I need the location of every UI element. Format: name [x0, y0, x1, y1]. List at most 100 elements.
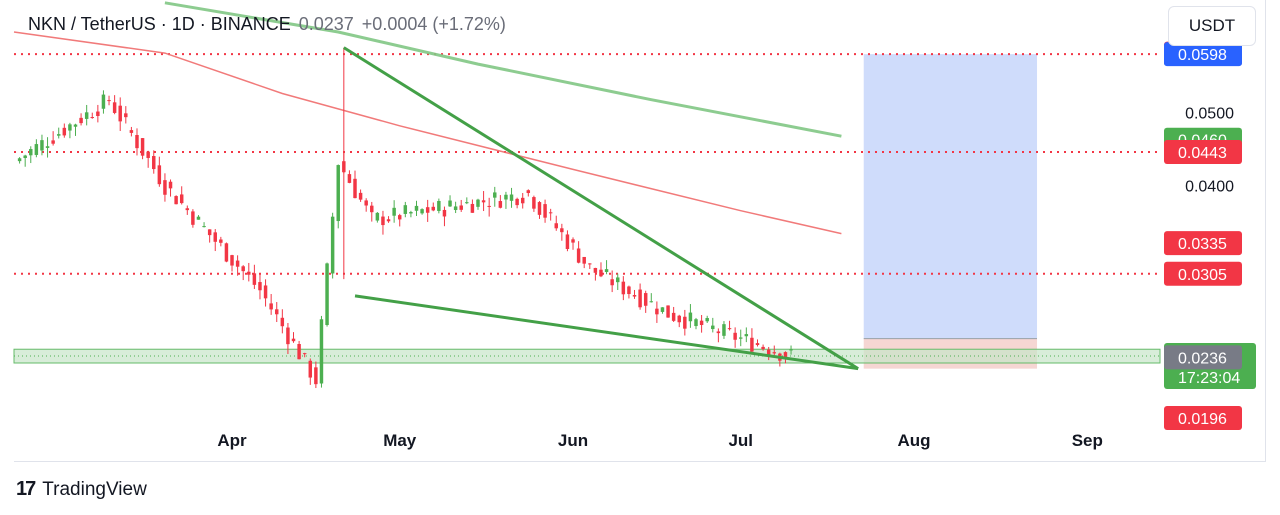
candle-body: [744, 334, 749, 337]
candle-body: [45, 146, 50, 148]
candle-body: [621, 281, 626, 295]
candle-body: [526, 190, 531, 194]
candle-body: [336, 165, 340, 222]
candle-body: [509, 194, 514, 201]
candle-body: [34, 144, 39, 155]
candle-body: [235, 260, 240, 267]
target-zone[interactable]: [863, 54, 1038, 339]
candle-body: [610, 279, 614, 286]
candle-body: [565, 234, 570, 250]
candle-body: [124, 113, 128, 118]
price-label-4: 0.0335: [1164, 231, 1242, 256]
candle-body: [448, 200, 452, 207]
candle-body: [722, 324, 726, 336]
candle-body: [207, 229, 212, 236]
price-label-value: 0.0236: [1178, 350, 1227, 367]
candles: [17, 47, 793, 389]
candle-body: [582, 256, 586, 264]
candle-body: [677, 315, 681, 323]
candle-body: [688, 312, 693, 322]
candle-body: [465, 202, 469, 204]
candle-body: [699, 320, 704, 326]
candle-body: [112, 102, 117, 113]
candle-body: [711, 325, 715, 330]
candle-body: [252, 273, 257, 285]
candle-body: [381, 216, 385, 226]
last-price: 0.0237: [298, 14, 354, 34]
wedge-trendline-1: [354, 294, 859, 371]
symbol-title[interactable]: NKN / TetherUS · 1D · BINANCE: [28, 14, 291, 34]
candle-body: [420, 209, 424, 214]
candle-body: [783, 352, 788, 358]
candle-body: [157, 165, 162, 185]
candle-body: [627, 286, 631, 295]
x-tick-may: May: [383, 431, 417, 450]
candle-body: [68, 124, 72, 131]
price-label-value: 0.0443: [1178, 145, 1227, 162]
candle-body: [481, 200, 486, 203]
price-labels: 0.05990.05980.04600.04430.03350.03050.02…: [1164, 41, 1256, 430]
candle-body: [666, 305, 670, 318]
price-label-value: 0.0196: [1178, 411, 1227, 428]
x-tick-jun: Jun: [558, 431, 588, 450]
candle-body: [241, 266, 245, 272]
candle-body: [23, 155, 27, 159]
candle-body: [347, 174, 352, 183]
candle-body: [62, 127, 67, 136]
price-label-bg: [1164, 261, 1242, 286]
candle-body: [588, 263, 592, 265]
countdown-timer: 17:23:04: [1178, 370, 1240, 387]
candle-body: [616, 277, 620, 283]
candle-body: [275, 309, 279, 315]
candle-body: [655, 308, 659, 315]
candle-body: [17, 158, 22, 162]
brand-name[interactable]: TradingView: [42, 478, 147, 500]
candle-body: [386, 219, 391, 222]
candle-body: [140, 138, 145, 156]
candle-body: [431, 206, 436, 211]
candle-body: [330, 216, 335, 274]
candle-body: [716, 331, 721, 334]
candle-body: [649, 301, 654, 303]
candle-body: [146, 151, 150, 158]
price-label-bg: [1164, 42, 1242, 67]
candle-body: [230, 255, 234, 266]
candle-body: [660, 307, 665, 312]
candle-body: [219, 239, 223, 243]
candle-body: [727, 328, 732, 330]
price-label-bg: [1164, 406, 1242, 430]
price-label-8: 0.0196: [1164, 406, 1242, 430]
wedge-trendline-0: [343, 46, 859, 370]
moving-averages: [13, 1, 842, 235]
moving-average-1: [164, 1, 842, 138]
candle-body: [789, 349, 793, 351]
candle-body: [705, 318, 709, 322]
candle-body: [604, 269, 609, 272]
candle-body: [554, 223, 558, 229]
candle-body: [370, 205, 374, 213]
candle-body: [40, 140, 44, 151]
candle-body: [772, 352, 777, 354]
candle-body: [766, 349, 771, 356]
trendlines: [343, 46, 859, 371]
candle-body: [476, 199, 480, 207]
candle-body: [129, 130, 134, 133]
candle-body: [638, 289, 642, 308]
footer-brand: 17 TradingView: [16, 478, 147, 501]
candle-body: [213, 232, 217, 242]
candle-body: [196, 216, 201, 220]
candle-body: [314, 367, 318, 385]
candle-body: [532, 197, 536, 209]
y-tick-label: 0.0500: [1185, 106, 1234, 123]
x-tick-jul: Jul: [728, 431, 753, 450]
candle-body: [84, 112, 89, 119]
price-label-bg: [1164, 140, 1242, 165]
price-change: +0.0004 (+1.72%): [361, 14, 506, 34]
candle-body: [325, 263, 329, 326]
candle-body: [247, 271, 251, 275]
candle-body: [179, 194, 184, 204]
candle-body: [750, 337, 754, 352]
candle-body: [493, 192, 497, 198]
currency-button[interactable]: USDT: [1168, 6, 1256, 46]
